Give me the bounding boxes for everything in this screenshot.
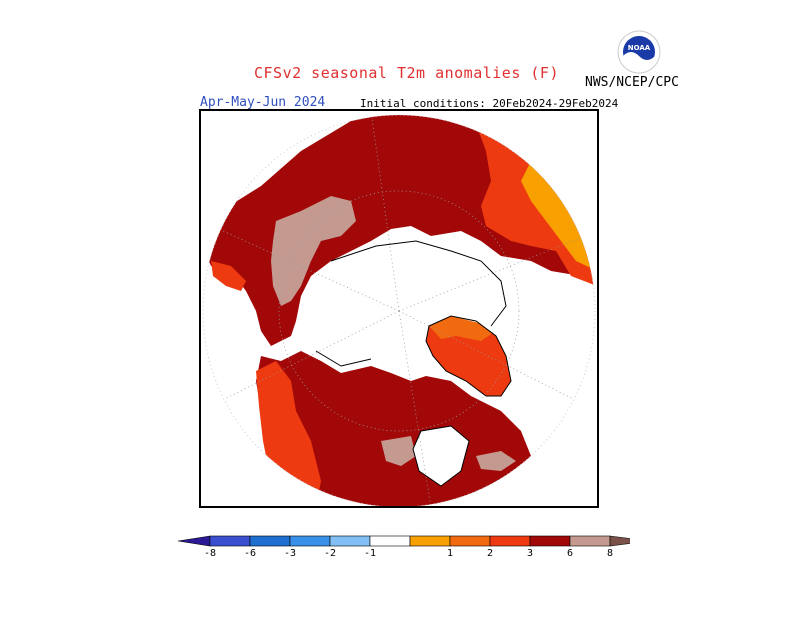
legend-tick-label: 6 [566, 548, 574, 559]
legend-swatch--2_-1 [329, 535, 371, 547]
legend-tick-label: 8 [606, 548, 614, 559]
legend-swatch--8_-6 [209, 535, 251, 547]
legend-swatch-1_2 [409, 535, 451, 547]
canada-extreme [381, 436, 416, 466]
legend-tick-label: -1 [363, 548, 377, 559]
legend-swatch--6_-3 [249, 535, 291, 547]
anomaly-map [199, 109, 599, 508]
legend-tick-label: -8 [203, 548, 217, 559]
hudson-bay [413, 426, 469, 486]
legend-swatch-6_8 [529, 535, 571, 547]
western-russia-extreme [271, 196, 356, 306]
legend-swatch-3_6 [489, 535, 531, 547]
color-legend-bar [177, 535, 630, 547]
legend-swatch--3_-2 [289, 535, 331, 547]
map-title: CFSv2 seasonal T2m anomalies (F) [254, 64, 559, 82]
initial-conditions-label: Initial conditions: 20Feb2024-29Feb2024 [360, 97, 619, 110]
legend-tick-label: 1 [446, 548, 454, 559]
legend-tick-label: -6 [243, 548, 257, 559]
legend-arrow-high [609, 535, 630, 547]
logo-text: NOAA [627, 44, 651, 52]
noaa-logo-icon [617, 30, 661, 74]
europe-warm [211, 261, 246, 291]
arctic-ocean [306, 241, 506, 366]
agency-label: NWS/NCEP/CPC [585, 75, 679, 90]
legend-swatch-2_3 [449, 535, 491, 547]
polar-map-canvas [202, 114, 596, 506]
legend-tick-label: -3 [283, 548, 297, 559]
legend-tick-label: 3 [526, 548, 534, 559]
season-label: Apr-May-Jun 2024 [200, 95, 326, 110]
legend-arrow-low [177, 535, 211, 547]
legend-tick-label: 2 [486, 548, 494, 559]
east-asia-orange [521, 161, 595, 271]
legend-swatch-gt_8 [569, 535, 611, 547]
hudson-extreme [476, 451, 516, 471]
legend-tick-label: -2 [323, 548, 337, 559]
legend-swatch--1_1 [369, 535, 411, 547]
